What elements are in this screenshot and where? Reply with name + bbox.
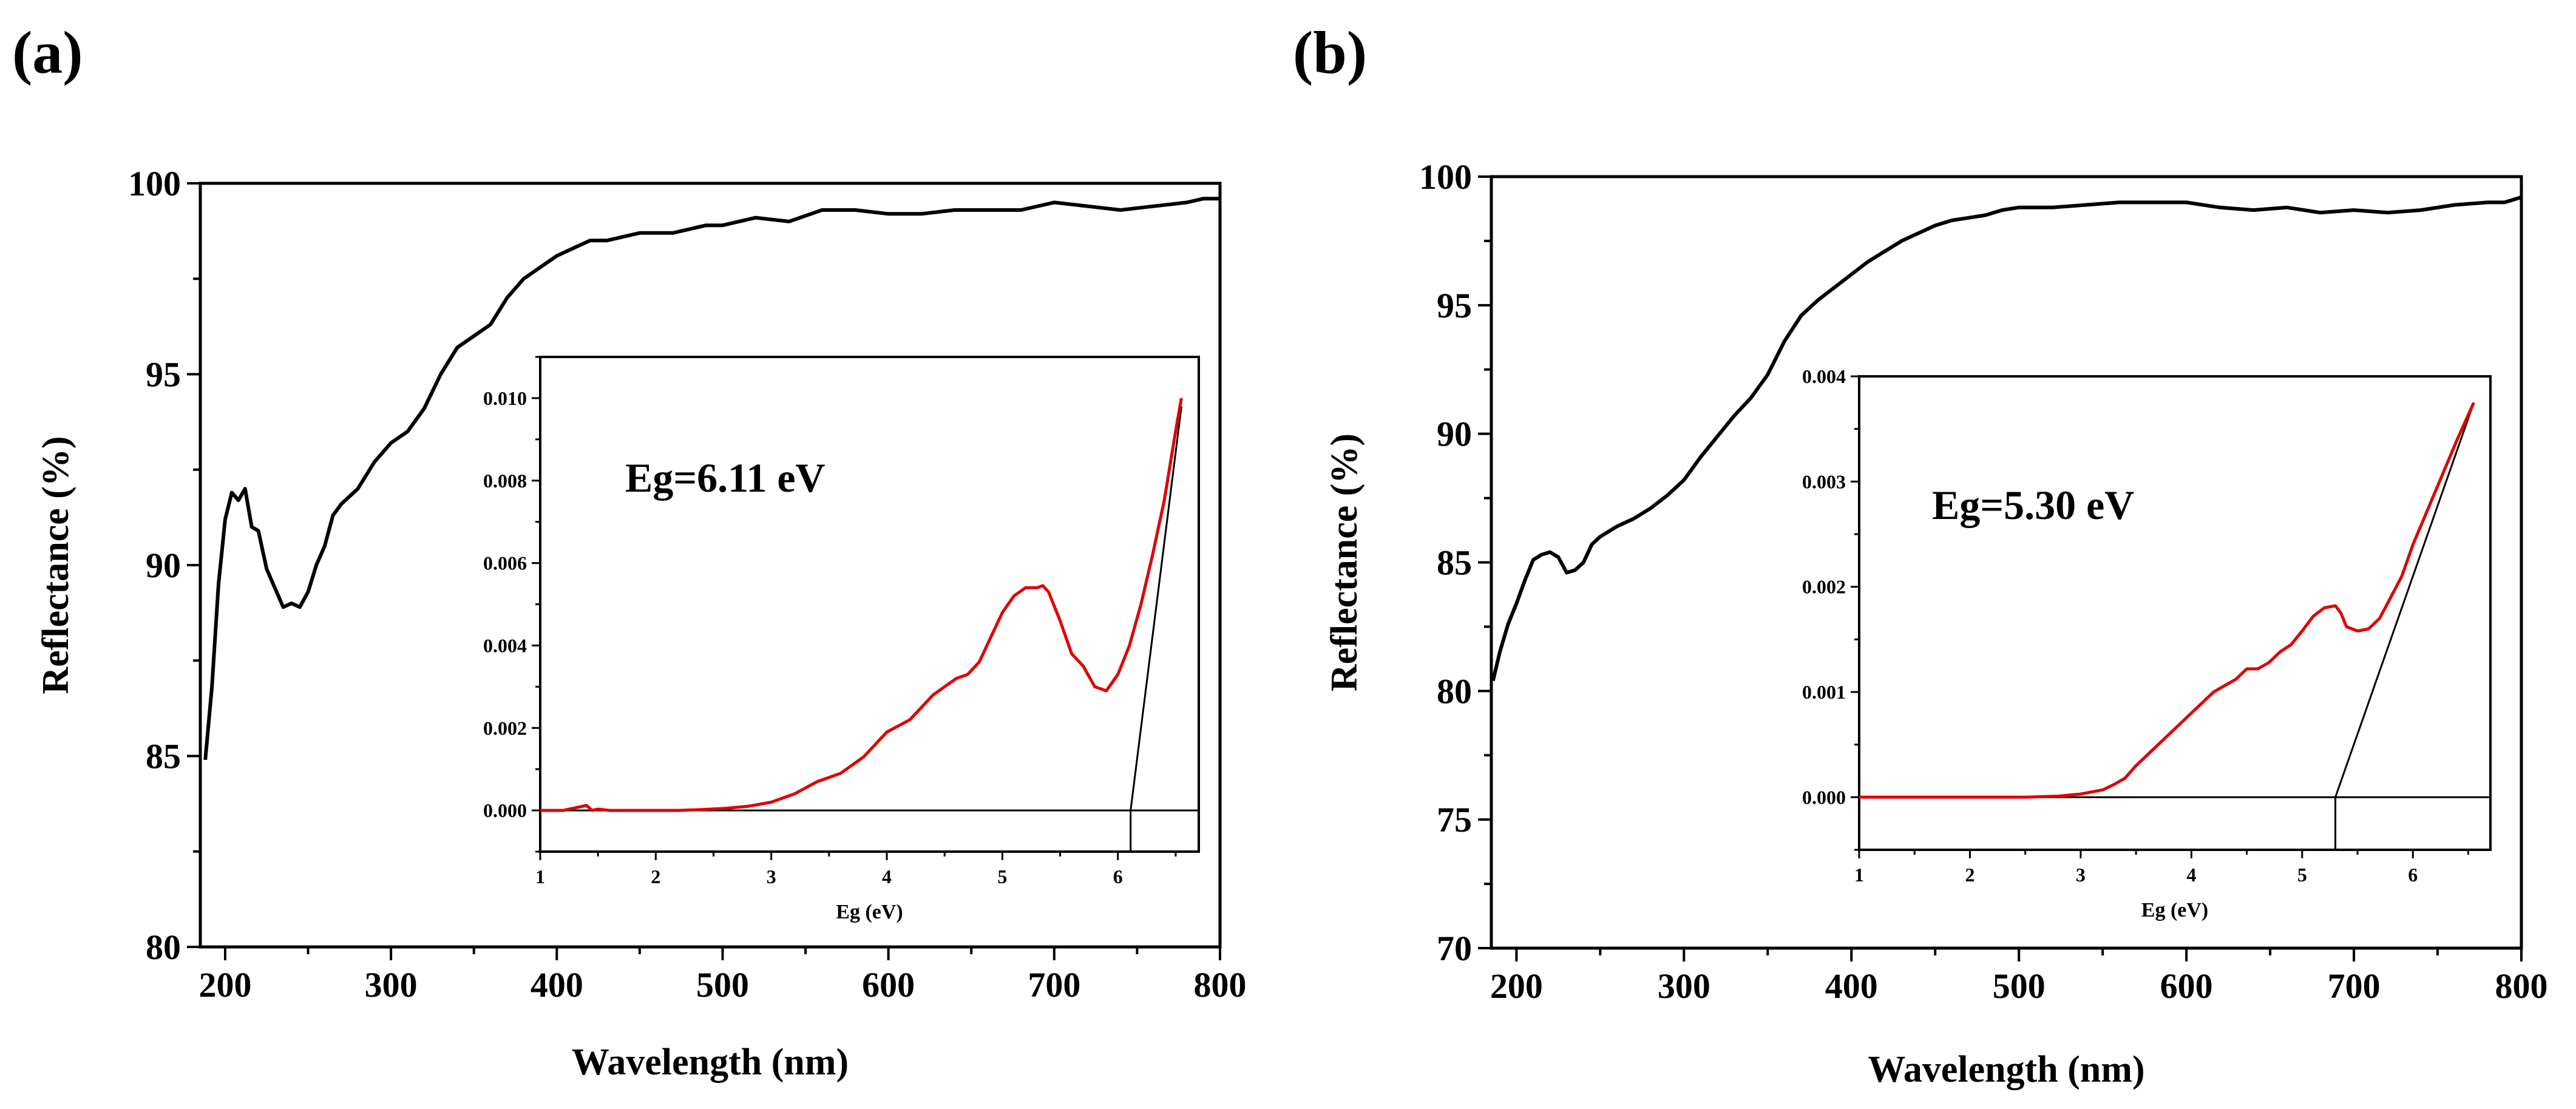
inset-y-tick-label: 0.003 — [1802, 470, 1846, 492]
inset-x-tick-label: 2 — [651, 866, 660, 887]
y-tick-label: 75 — [1437, 800, 1472, 839]
chart-panel-b: (b) 200 300 400 500 600 700 800 70 75 80 85 90 95 100 W… — [1293, 19, 2548, 1090]
tangent-line — [2334, 402, 2475, 798]
inset-x-tick-label: 4 — [882, 866, 892, 887]
reflectance-line — [1491, 195, 2522, 682]
inset-x-tick-label: 2 — [1965, 864, 1974, 886]
x-tick-label: 800 — [1194, 965, 1247, 1005]
x-tick-label: 500 — [1993, 966, 2046, 1006]
y-tick-label: 70 — [1437, 929, 1472, 968]
x-axis-title: Wavelength (nm) — [1868, 1049, 2144, 1090]
x-tick-label: 400 — [1825, 966, 1878, 1006]
y-tick-label: 100 — [128, 164, 181, 203]
inset-y-tick-label: 0.000 — [483, 799, 527, 821]
absorption-curve — [1859, 402, 2475, 799]
inset-x-tick-label: 5 — [997, 866, 1007, 887]
inset-x-axis-title: Eg (eV) — [836, 901, 903, 923]
inset-frame — [539, 356, 1200, 853]
inset-y-tick-label: 0.001 — [1802, 681, 1846, 703]
panel-label: (a) — [12, 19, 83, 86]
inset-x-tick-label: 1 — [535, 866, 545, 887]
inset-y-tick-label: 0.002 — [1802, 576, 1846, 598]
x-tick-label: 300 — [1658, 966, 1710, 1006]
y-tick-label: 90 — [1437, 415, 1472, 454]
inset-x-tick-label: 1 — [1854, 864, 1864, 886]
x-tick-label: 700 — [2328, 966, 2381, 1006]
inset-y-tick-label: 0.000 — [1802, 786, 1846, 808]
y-tick-label: 85 — [146, 737, 181, 776]
y-tick-label: 100 — [1419, 157, 1472, 197]
inset-chart: 1 2 3 4 5 6 0.000 0.002 0.004 0.006 0.008 0.010 Eg (… — [483, 356, 1200, 923]
y-tick-label: 80 — [1437, 671, 1472, 711]
inset-x-tick-label: 6 — [2408, 864, 2418, 886]
inset-chart: 1 2 3 4 5 6 0.000 0.001 0.002 0.003 0.004 Eg (eV) Eg… — [1802, 365, 2492, 921]
x-axis-title: Wavelength (nm) — [572, 1042, 849, 1083]
inset-x-tick-label: 4 — [2186, 864, 2196, 886]
y-tick-label: 95 — [1437, 286, 1472, 325]
x-tick-label: 700 — [1028, 965, 1080, 1005]
inset-y-tick-label: 0.008 — [483, 470, 527, 492]
reflectance-line — [203, 197, 1220, 761]
inset-x-tick-label: 3 — [767, 866, 776, 887]
inset-x-tick-label: 5 — [2297, 864, 2307, 886]
bandgap-annotation: Eg=6.11 eV — [625, 455, 825, 501]
y-axis-title: Reflectance (%) — [35, 436, 76, 694]
x-tick-label: 300 — [365, 965, 418, 1005]
panel-label: (b) — [1293, 19, 1367, 86]
y-axis-title: Reflectance (%) — [1324, 433, 1365, 691]
inset-y-tick-label: 0.006 — [483, 552, 527, 574]
x-tick-label: 600 — [2160, 966, 2213, 1006]
y-tick-label: 90 — [146, 546, 181, 585]
y-tick-label: 85 — [1437, 543, 1472, 583]
inset-y-tick-label: 0.004 — [1802, 365, 1846, 387]
tangent-line — [1130, 406, 1182, 811]
inset-y-tick-label: 0.010 — [483, 387, 527, 409]
y-tick-label: 95 — [146, 355, 181, 395]
x-tick-label: 400 — [530, 965, 583, 1005]
inset-y-tick-label: 0.004 — [483, 634, 527, 656]
inset-x-tick-label: 3 — [2076, 864, 2086, 886]
inset-x-tick-label: 6 — [1113, 866, 1123, 887]
x-tick-label: 600 — [862, 965, 915, 1005]
inset-x-axis-title: Eg (eV) — [2141, 899, 2208, 921]
inset-frame — [1858, 375, 2492, 851]
x-tick-label: 200 — [198, 965, 251, 1005]
chart-panel-a: (a) 200 300 400 500 600 700 800 80 85 90 95 100 Wavel… — [12, 19, 1247, 1083]
absorption-curve — [540, 398, 1183, 812]
x-tick-label: 800 — [2495, 966, 2548, 1006]
x-tick-label: 500 — [696, 965, 749, 1005]
bandgap-annotation: Eg=5.30 eV — [1932, 482, 2134, 528]
inset-y-tick-label: 0.002 — [483, 717, 527, 739]
y-tick-label: 80 — [146, 928, 181, 967]
x-tick-label: 200 — [1490, 966, 1543, 1006]
